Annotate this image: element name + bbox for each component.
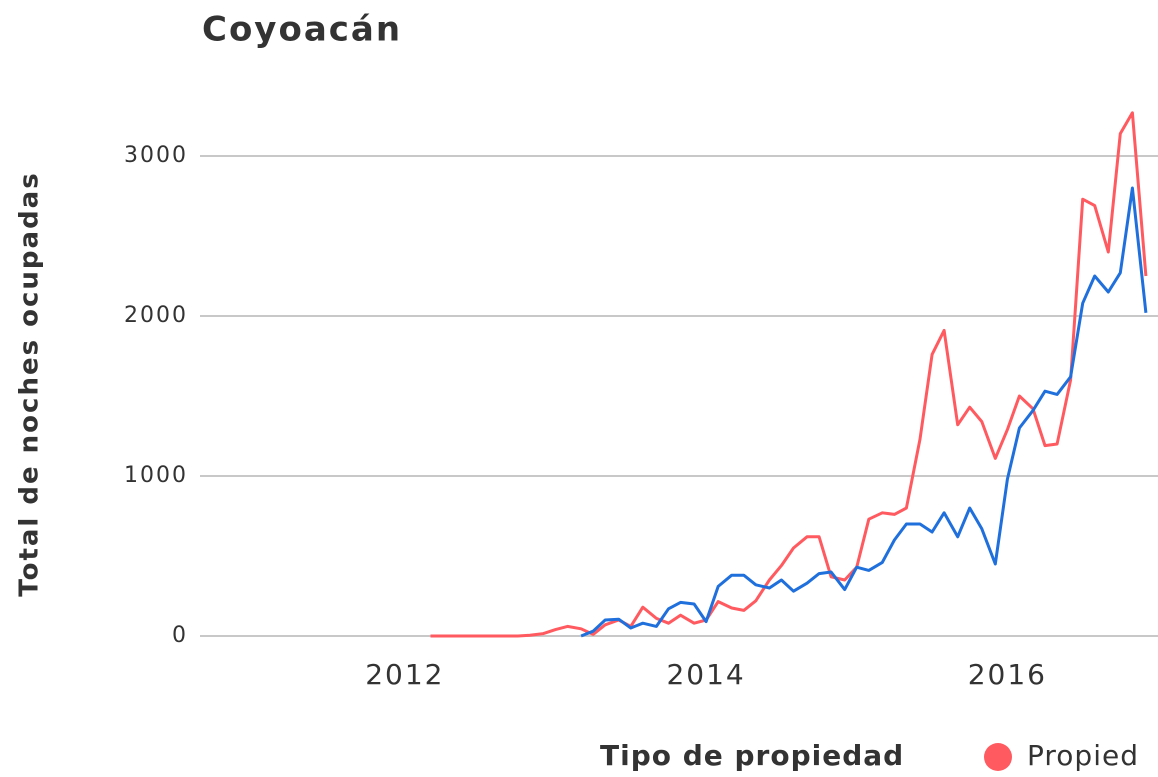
y-tick-label: 1000 bbox=[124, 463, 188, 488]
legend-swatch bbox=[984, 743, 1012, 771]
x-tick-label: 2012 bbox=[365, 658, 444, 691]
y-tick-label: 2000 bbox=[124, 303, 188, 328]
legend-title: Tipo de propiedad bbox=[600, 739, 904, 772]
chart-title: Coyoacán bbox=[202, 10, 402, 50]
y-tick-label: 0 bbox=[172, 623, 188, 648]
series-line bbox=[580, 186, 1148, 638]
x-tick-label: 2014 bbox=[666, 658, 745, 691]
series-line bbox=[430, 111, 1148, 638]
y-axis-label: Total de noches ocupadas bbox=[15, 171, 45, 596]
y-tick-label: 3000 bbox=[124, 143, 188, 168]
x-tick-label: 2016 bbox=[968, 658, 1047, 691]
legend-label: Propied bbox=[1027, 739, 1139, 772]
